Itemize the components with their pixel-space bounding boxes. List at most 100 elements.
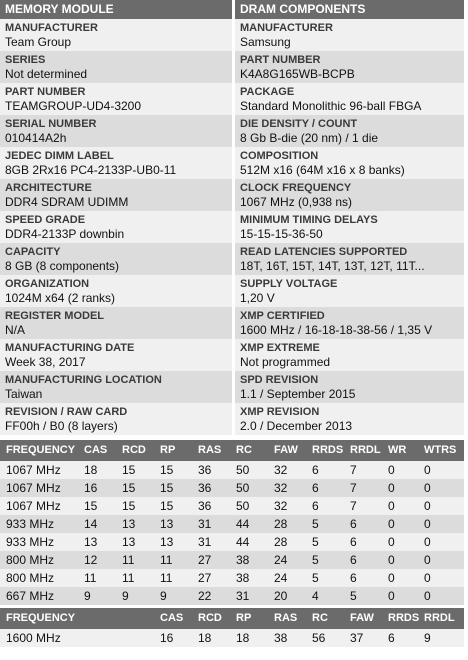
field-label: XMP REVISION bbox=[240, 406, 320, 418]
field-label: XMP EXTREME bbox=[240, 342, 320, 354]
column-header: FREQUENCY bbox=[6, 612, 76, 624]
field-label: COMPOSITION bbox=[240, 150, 319, 162]
table-cell: 0 bbox=[388, 571, 395, 585]
table-cell: 6 bbox=[350, 517, 357, 531]
table-cell: 0 bbox=[388, 481, 395, 495]
column-header: CAS bbox=[84, 444, 108, 456]
table-cell: 18 bbox=[236, 631, 250, 645]
field-label: CAPACITY bbox=[5, 246, 61, 258]
column-header: WR bbox=[388, 444, 407, 456]
table-cell: 36 bbox=[198, 499, 212, 513]
table-cell: 5 bbox=[350, 589, 357, 603]
field-label: DIE DENSITY / COUNT bbox=[240, 118, 358, 130]
field-value: DDR4 SDRAM UDIMM bbox=[5, 195, 129, 209]
table-cell: 6 bbox=[312, 499, 319, 513]
field-value: 2.0 / December 2013 bbox=[240, 419, 353, 433]
field-value: Not programmed bbox=[240, 355, 331, 369]
column-header: RC bbox=[312, 612, 328, 624]
field-value: 1024M x64 (2 ranks) bbox=[5, 291, 116, 305]
dram-field: READ LATENCIES SUPPORTED 18T, 16T, 15T, 1… bbox=[235, 243, 464, 275]
table-cell: 7 bbox=[350, 499, 357, 513]
table-cell: 15 bbox=[160, 499, 174, 513]
table-cell: 1600 MHz bbox=[6, 631, 61, 645]
dram-field: SUPPLY VOLTAGE 1,20 V bbox=[235, 275, 464, 307]
field-value: 8 GB (8 components) bbox=[5, 259, 120, 273]
field-value: Taiwan bbox=[5, 387, 43, 401]
module-field: CAPACITY 8 GB (8 components) bbox=[0, 243, 232, 275]
field-value: 18T, 16T, 15T, 14T, 13T, 12T, 11T... bbox=[240, 259, 425, 273]
table-cell: 13 bbox=[84, 535, 98, 549]
table-cell: 1067 MHz bbox=[6, 463, 61, 477]
table-cell: 28 bbox=[274, 535, 288, 549]
field-label: REGISTER MODEL bbox=[5, 310, 105, 322]
column-header: RRDS bbox=[312, 444, 344, 456]
column-header: RRDL bbox=[424, 612, 455, 624]
table-cell: 0 bbox=[424, 553, 431, 567]
table-cell: 800 MHz bbox=[6, 571, 55, 585]
table-cell: 11 bbox=[160, 571, 173, 585]
dram-field: COMPOSITION 512M x16 (64M x16 x 8 banks) bbox=[235, 147, 464, 179]
table-cell: 9 bbox=[424, 631, 431, 645]
table-cell: 38 bbox=[236, 553, 250, 567]
table-cell: 27 bbox=[198, 571, 212, 585]
dram-components-header: DRAM COMPONENTS bbox=[235, 0, 464, 19]
table-row: 800 MHz 11 11 11 27 38 24 5 6 0 0 bbox=[0, 569, 464, 587]
table-row: 933 MHz 13 13 13 31 44 28 5 6 0 0 bbox=[0, 533, 464, 551]
table-cell: 9 bbox=[160, 589, 167, 603]
column-header: FAW bbox=[350, 612, 374, 624]
field-value: FF00h / B0 (8 layers) bbox=[5, 419, 118, 433]
table-cell: 14 bbox=[84, 517, 98, 531]
table-cell: 38 bbox=[236, 571, 250, 585]
table-cell: 13 bbox=[160, 535, 174, 549]
table-cell: 933 MHz bbox=[6, 517, 55, 531]
field-label: CLOCK FREQUENCY bbox=[240, 182, 352, 194]
table-cell: 0 bbox=[388, 499, 395, 513]
dram-field: PART NUMBER K4A8G165WB-BCPB bbox=[235, 51, 464, 83]
dram-field: DIE DENSITY / COUNT 8 Gb B-die (20 nm) / … bbox=[235, 115, 464, 147]
table-cell: 24 bbox=[274, 571, 288, 585]
table-cell: 6 bbox=[388, 631, 395, 645]
field-value: 8GB 2Rx16 PC4-2133P-UB0-11 bbox=[5, 163, 177, 177]
table-cell: 31 bbox=[198, 517, 212, 531]
table-cell: 0 bbox=[388, 553, 395, 567]
dram-field: MINIMUM TIMING DELAYS 15-15-15-36-50 bbox=[235, 211, 464, 243]
table-cell: 800 MHz bbox=[6, 553, 55, 567]
dram-field: PACKAGE Standard Monolithic 96-ball FBGA bbox=[235, 83, 464, 115]
field-value: DDR4-2133P downbin bbox=[5, 227, 125, 241]
column-header: FAW bbox=[274, 444, 298, 456]
table-cell: 6 bbox=[350, 535, 357, 549]
table-cell: 5 bbox=[312, 571, 319, 585]
table-cell: 13 bbox=[160, 517, 174, 531]
field-label: ORGANIZATION bbox=[5, 278, 90, 290]
field-label: JEDEC DIMM LABEL bbox=[5, 150, 114, 162]
table-cell: 5 bbox=[312, 517, 319, 531]
module-field: PART NUMBER TEAMGROUP-UD4-3200 bbox=[0, 83, 232, 115]
field-label: MANUFACTURING DATE bbox=[5, 342, 135, 354]
table-cell: 15 bbox=[122, 463, 136, 477]
table-cell: 0 bbox=[388, 535, 395, 549]
field-label: SUPPLY VOLTAGE bbox=[240, 278, 338, 290]
table-row: 1600 MHz 16 18 18 38 56 37 6 9 bbox=[0, 629, 464, 647]
table-cell: 7 bbox=[350, 481, 357, 495]
table-cell: 12 bbox=[84, 553, 98, 567]
table-row: 1067 MHz 15 15 15 36 50 32 6 7 0 0 bbox=[0, 497, 464, 515]
table-cell: 0 bbox=[424, 535, 431, 549]
field-value: N/A bbox=[5, 323, 26, 337]
field-value: Team Group bbox=[5, 35, 72, 49]
dram-field: XMP EXTREME Not programmed bbox=[235, 339, 464, 371]
module-field: ARCHITECTURE DDR4 SDRAM UDIMM bbox=[0, 179, 232, 211]
field-label: ARCHITECTURE bbox=[5, 182, 92, 194]
table-cell: 15 bbox=[160, 481, 174, 495]
table-cell: 11 bbox=[122, 553, 135, 567]
table-cell: 31 bbox=[198, 535, 212, 549]
field-value: 512M x16 (64M x16 x 8 banks) bbox=[240, 163, 405, 177]
column-header: RP bbox=[160, 444, 176, 456]
table-cell: 18 bbox=[84, 463, 98, 477]
table-cell: 50 bbox=[236, 481, 250, 495]
field-label: MANUFACTURING LOCATION bbox=[5, 374, 162, 386]
field-label: XMP CERTIFIED bbox=[240, 310, 325, 322]
table-cell: 9 bbox=[122, 589, 129, 603]
field-value: Samsung bbox=[240, 35, 291, 49]
dram-field: MANUFACTURER Samsung bbox=[235, 19, 464, 51]
table-cell: 11 bbox=[84, 571, 97, 585]
